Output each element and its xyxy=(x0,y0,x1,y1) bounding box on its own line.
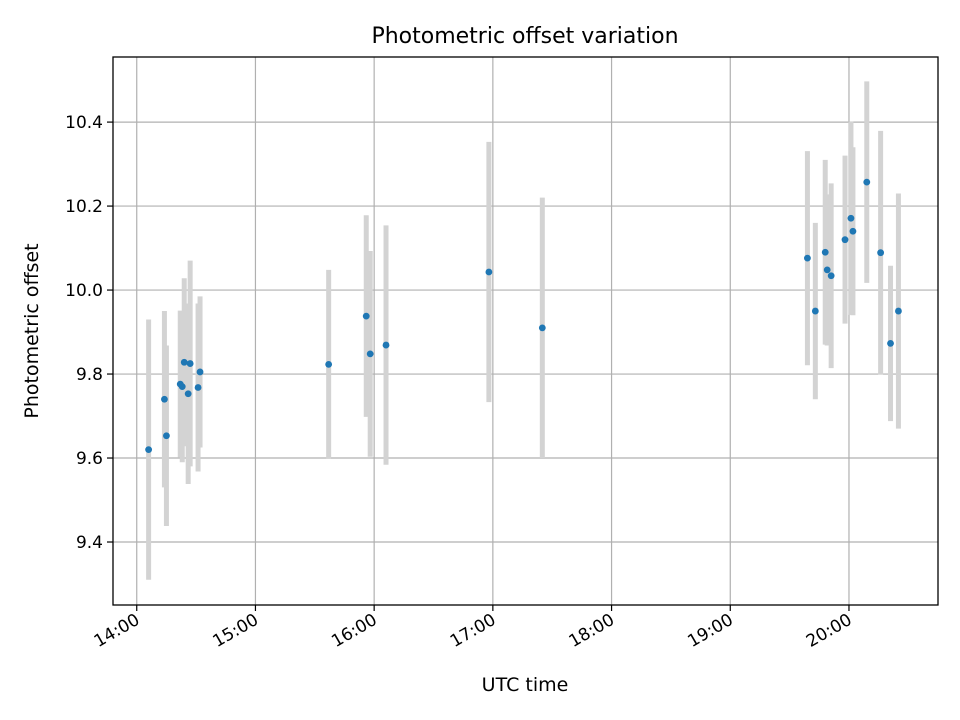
data-point xyxy=(895,307,902,315)
data-point xyxy=(823,266,831,274)
data-point xyxy=(362,312,370,320)
data-point xyxy=(163,432,170,440)
data-point xyxy=(827,272,835,280)
data-point xyxy=(811,307,819,315)
plot-frame xyxy=(112,56,939,606)
data-point xyxy=(178,383,186,391)
data-point xyxy=(180,358,188,366)
y-tick-label: 10.2 xyxy=(65,197,103,217)
x-axis-label: UTC time xyxy=(482,674,569,696)
data-point xyxy=(382,341,390,349)
data-point xyxy=(863,178,871,186)
y-tick-label: 10.4 xyxy=(65,113,103,133)
data-point xyxy=(849,227,857,235)
data-point xyxy=(186,360,194,367)
y-tick-label: 9.8 xyxy=(76,365,103,385)
chart-title: Photometric offset variation xyxy=(371,24,678,49)
data-point xyxy=(821,248,829,256)
data-point xyxy=(196,368,204,376)
data-point xyxy=(841,236,849,244)
data-point xyxy=(366,350,374,358)
data-point xyxy=(804,254,811,262)
grid-layer xyxy=(113,57,938,605)
data-point xyxy=(184,390,192,398)
data-point xyxy=(887,339,894,347)
data-point xyxy=(847,214,855,222)
data-point xyxy=(485,268,493,276)
y-tick-label: 10.0 xyxy=(65,281,103,301)
data-point xyxy=(194,384,202,391)
data-point xyxy=(145,446,153,454)
point-layer xyxy=(145,178,902,454)
y-tick-label: 9.6 xyxy=(76,449,103,469)
data-point xyxy=(325,360,333,368)
data-point xyxy=(877,249,885,257)
data-point xyxy=(538,324,546,332)
y-tick-label: 9.4 xyxy=(76,533,103,553)
y-axis-label: Photometric offset xyxy=(21,243,43,418)
data-point xyxy=(161,395,168,403)
